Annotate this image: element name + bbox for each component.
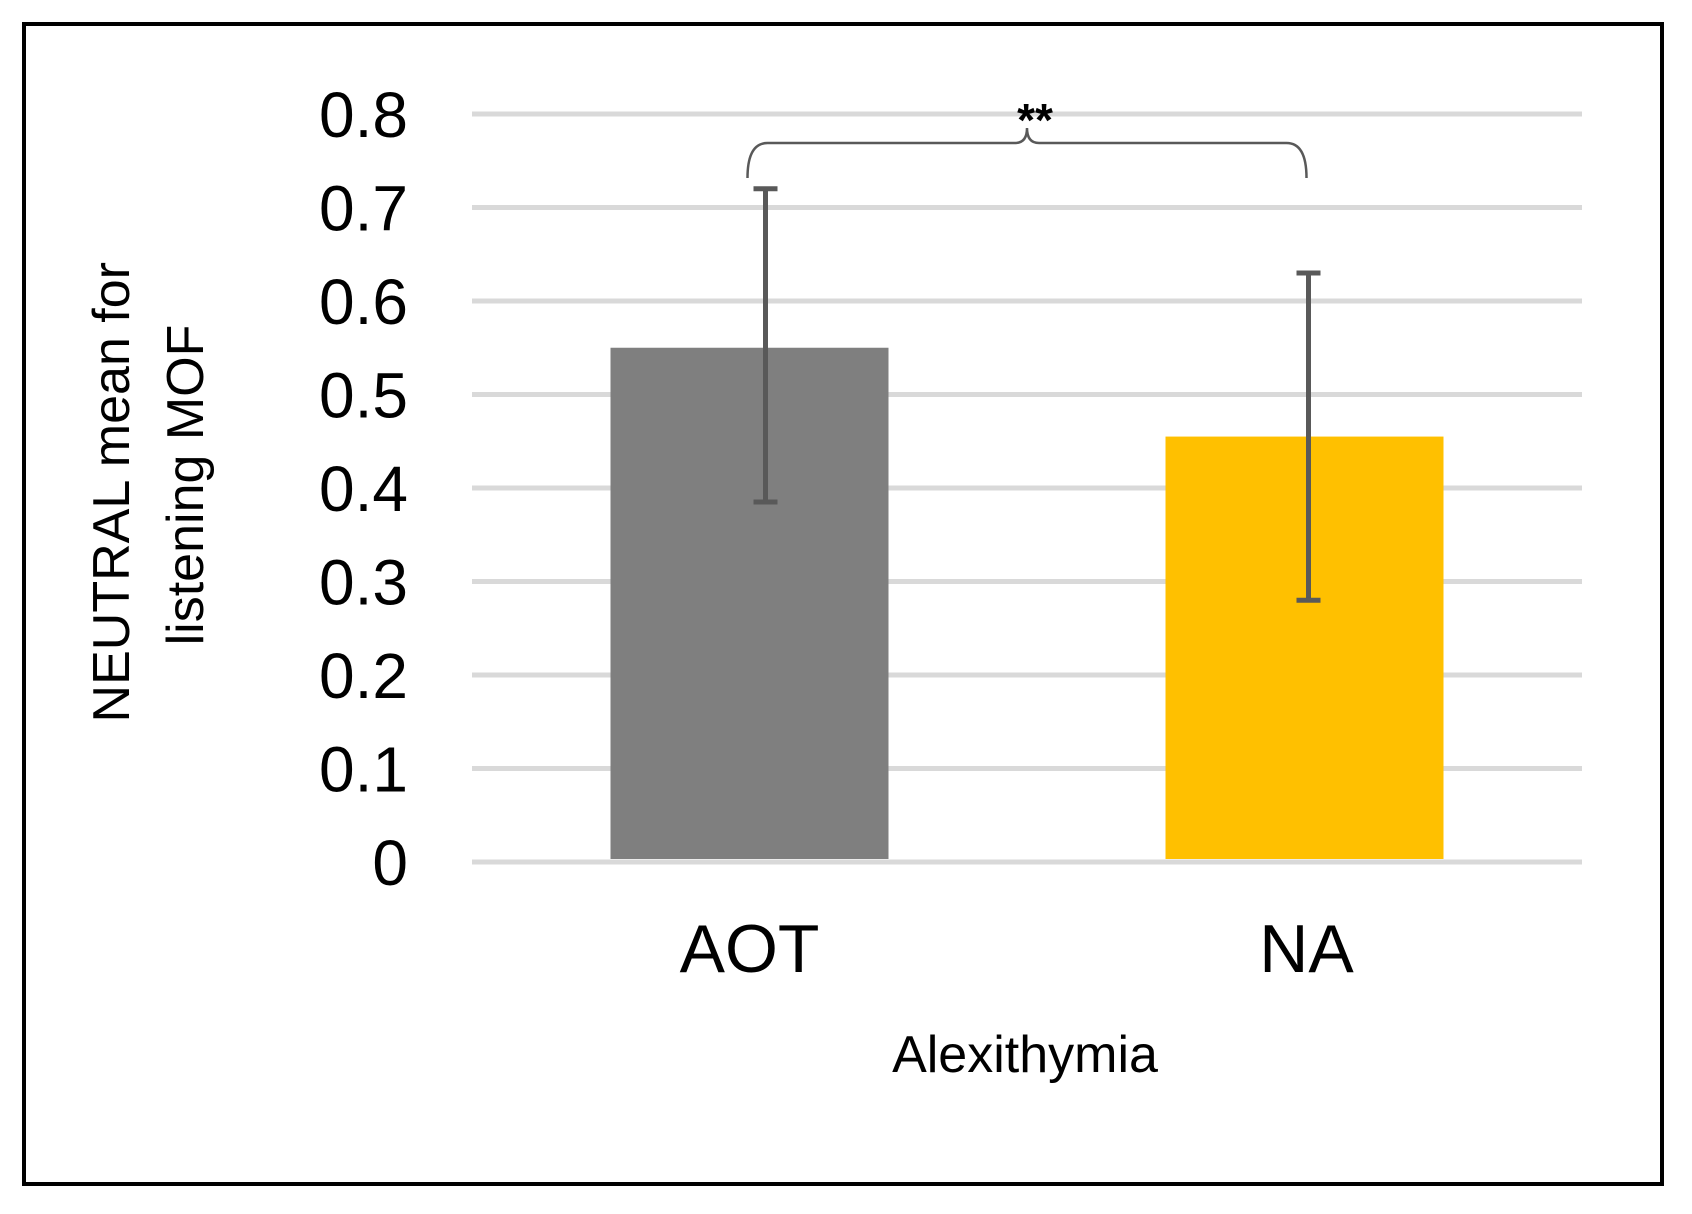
y-tick-label: 0.1 — [319, 734, 408, 806]
y-axis-title: NEUTRAL mean for listening MOF — [83, 248, 215, 723]
y-tick-label: 0.8 — [319, 79, 408, 151]
y-tick-label: 0.4 — [319, 453, 408, 525]
x-axis-ticks: AOT NA — [680, 911, 1355, 987]
y-tick-label: 0.2 — [319, 640, 408, 712]
x-tick-label: NA — [1259, 911, 1354, 987]
y-tick-label: 0.6 — [319, 266, 408, 338]
y-tick-label: 0 — [372, 827, 408, 899]
bar-na — [1165, 436, 1444, 859]
error-bars — [753, 186, 1321, 603]
error-bar-na — [1296, 270, 1321, 603]
x-tick-label: AOT — [680, 911, 820, 987]
significance-label: ** — [1017, 94, 1053, 146]
y-axis-title-line-2: listening MOF — [157, 325, 215, 646]
significance-brace — [746, 127, 1308, 179]
y-axis-title-line-1: NEUTRAL mean for — [83, 262, 141, 722]
bar-aot — [610, 347, 889, 859]
y-tick-label: 0.7 — [319, 173, 408, 245]
bars — [610, 347, 1444, 859]
y-tick-label: 0.3 — [319, 547, 408, 619]
significance-annotation: ** — [746, 94, 1308, 179]
y-axis-ticks: 0 0.1 0.2 0.3 0.4 0.5 0.6 0.7 0.8 — [319, 79, 408, 899]
x-axis-title: Alexithymia — [892, 1026, 1158, 1084]
y-tick-label: 0.5 — [319, 360, 408, 432]
error-bar-aot — [753, 186, 778, 505]
